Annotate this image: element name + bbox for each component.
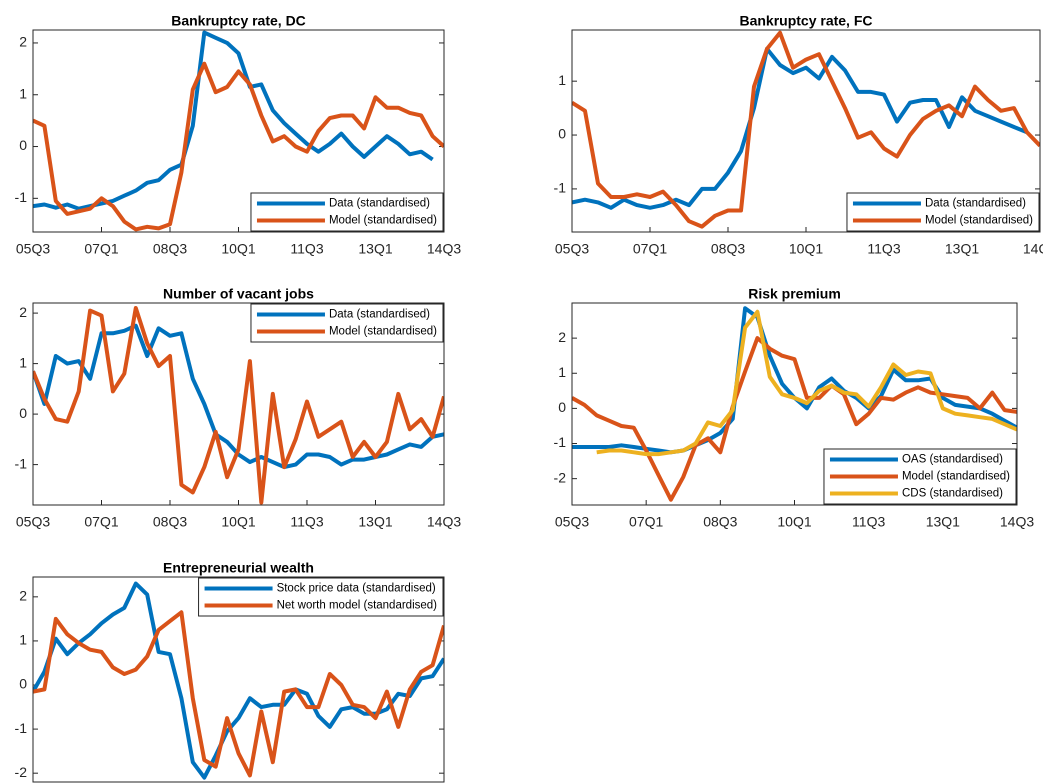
x-tick-label: 14Q3 [427,241,461,257]
series-line [33,610,444,778]
x-tick-label: 07Q1 [633,241,667,257]
panel: Entrepreneurial wealth -2 -1 0 1 2 Stock price… [15,560,445,783]
y-tick-label: 1 [558,364,566,380]
series-line [33,61,444,232]
legend-label: Data (standardised) [329,309,430,321]
y-tick-label: 0 [19,405,27,421]
legend-box [250,192,444,232]
panel: Risk premium -2 -1 0 1 2 05Q3 07Q1 08Q3 10Q1 11Q3 1… [554,286,1035,530]
y-tick-label: 1 [558,72,566,88]
x-tick-label: 11Q3 [867,241,900,257]
legend-label: Data (standardised) [329,198,430,210]
legend-label: Data (standardised) [925,198,1026,210]
y-tick-label: -2 [15,764,28,780]
axes-box [571,302,1018,506]
x-tick-label: 14Q3 [1023,241,1043,257]
axes-box [32,29,445,233]
x-tick-label: 08Q3 [153,514,187,530]
panel: Bankruptcy rate, DC -1 0 1 2 05Q3 07Q1 08Q3 10Q1… [15,13,462,257]
legend: Stock price data (standardised) Net worth… [198,577,444,617]
x-tick-label: 10Q1 [221,514,255,530]
y-tick-label: -1 [15,720,28,736]
legend-label: OAS (standardised) [902,454,1003,466]
chart-title: Entrepreneurial wealth [163,560,314,576]
x-tick-label: 14Q3 [1000,514,1034,530]
x-tick-label: 05Q3 [555,241,589,257]
axes-box [32,302,445,506]
x-tick-label: 11Q3 [852,514,885,530]
y-tick-label: -1 [15,189,28,205]
series-line [596,309,1017,457]
x-tick-label: 05Q3 [16,514,50,530]
x-tick-label: 05Q3 [16,241,50,257]
x-tick-label: 05Q3 [555,514,589,530]
x-tick-label: 14Q3 [427,514,461,530]
panel: Bankruptcy rate, FC -1 0 1 05Q3 07Q1 08Q3 10Q1 1… [554,13,1043,257]
y-tick-label: 0 [558,126,566,142]
legend-label: Model (standardised) [329,326,437,338]
legend-label: Stock price data (standardised) [277,583,436,595]
y-tick-label: 0 [19,137,27,153]
axes-box [571,29,1041,233]
y-tick-label: -2 [554,469,567,485]
y-tick-label: 1 [19,85,27,101]
legend-box [250,303,444,343]
legend-box [846,192,1040,232]
x-tick-label: 13Q1 [358,241,392,257]
series-line [572,30,1040,229]
x-tick-label: 07Q1 [84,514,118,530]
y-tick-label: 0 [558,399,566,415]
y-tick-label: 1 [19,354,27,370]
y-tick-label: 2 [558,329,566,345]
x-tick-label: 08Q3 [711,241,745,257]
y-tick-label: -1 [554,434,567,450]
legend: Data (standardised) Model (standardised) [250,192,444,232]
legend: Data (standardised) Model (standardised) [250,303,444,343]
series-line [572,46,1028,210]
series-line [572,336,1017,502]
x-tick-label: 10Q1 [777,514,811,530]
legend-label: Model (standardised) [925,215,1033,227]
y-tick-label: 2 [19,588,27,604]
legend: OAS (standardised) Model (standardised) CD… [823,448,1017,505]
x-tick-label: 10Q1 [789,241,823,257]
chart-title: Bankruptcy rate, FC [739,13,872,29]
x-tick-label: 07Q1 [629,514,663,530]
legend-label: CDS (standardised) [902,488,1003,500]
legend: Data (standardised) Model (standardised) [846,192,1040,232]
chart-title: Bankruptcy rate, DC [171,13,306,29]
series-line [33,306,444,505]
y-tick-label: -1 [15,455,28,471]
x-tick-label: 11Q3 [290,514,323,530]
panel: Number of vacant jobs -1 0 1 2 05Q3 07Q1 08Q3 10… [15,286,462,530]
legend-box [198,577,444,617]
x-tick-label: 13Q1 [945,241,979,257]
x-tick-label: 08Q3 [153,241,187,257]
axes-box [32,576,445,783]
y-tick-label: 2 [19,304,27,320]
x-tick-label: 10Q1 [221,241,255,257]
chart-title: Risk premium [748,286,841,302]
legend-label: Model (standardised) [902,471,1010,483]
y-tick-label: -1 [554,180,567,196]
y-tick-label: 0 [19,676,27,692]
y-tick-label: 2 [19,34,27,50]
y-tick-label: 1 [19,632,27,648]
legend-label: Model (standardised) [329,215,437,227]
x-tick-label: 08Q3 [703,514,737,530]
x-tick-label: 13Q1 [926,514,960,530]
legend-label: Net worth model (standardised) [277,600,438,612]
x-tick-label: 13Q1 [358,514,392,530]
series-line [33,30,434,211]
chart-title: Number of vacant jobs [163,286,314,302]
x-tick-label: 11Q3 [290,241,323,257]
x-tick-label: 07Q1 [84,241,118,257]
